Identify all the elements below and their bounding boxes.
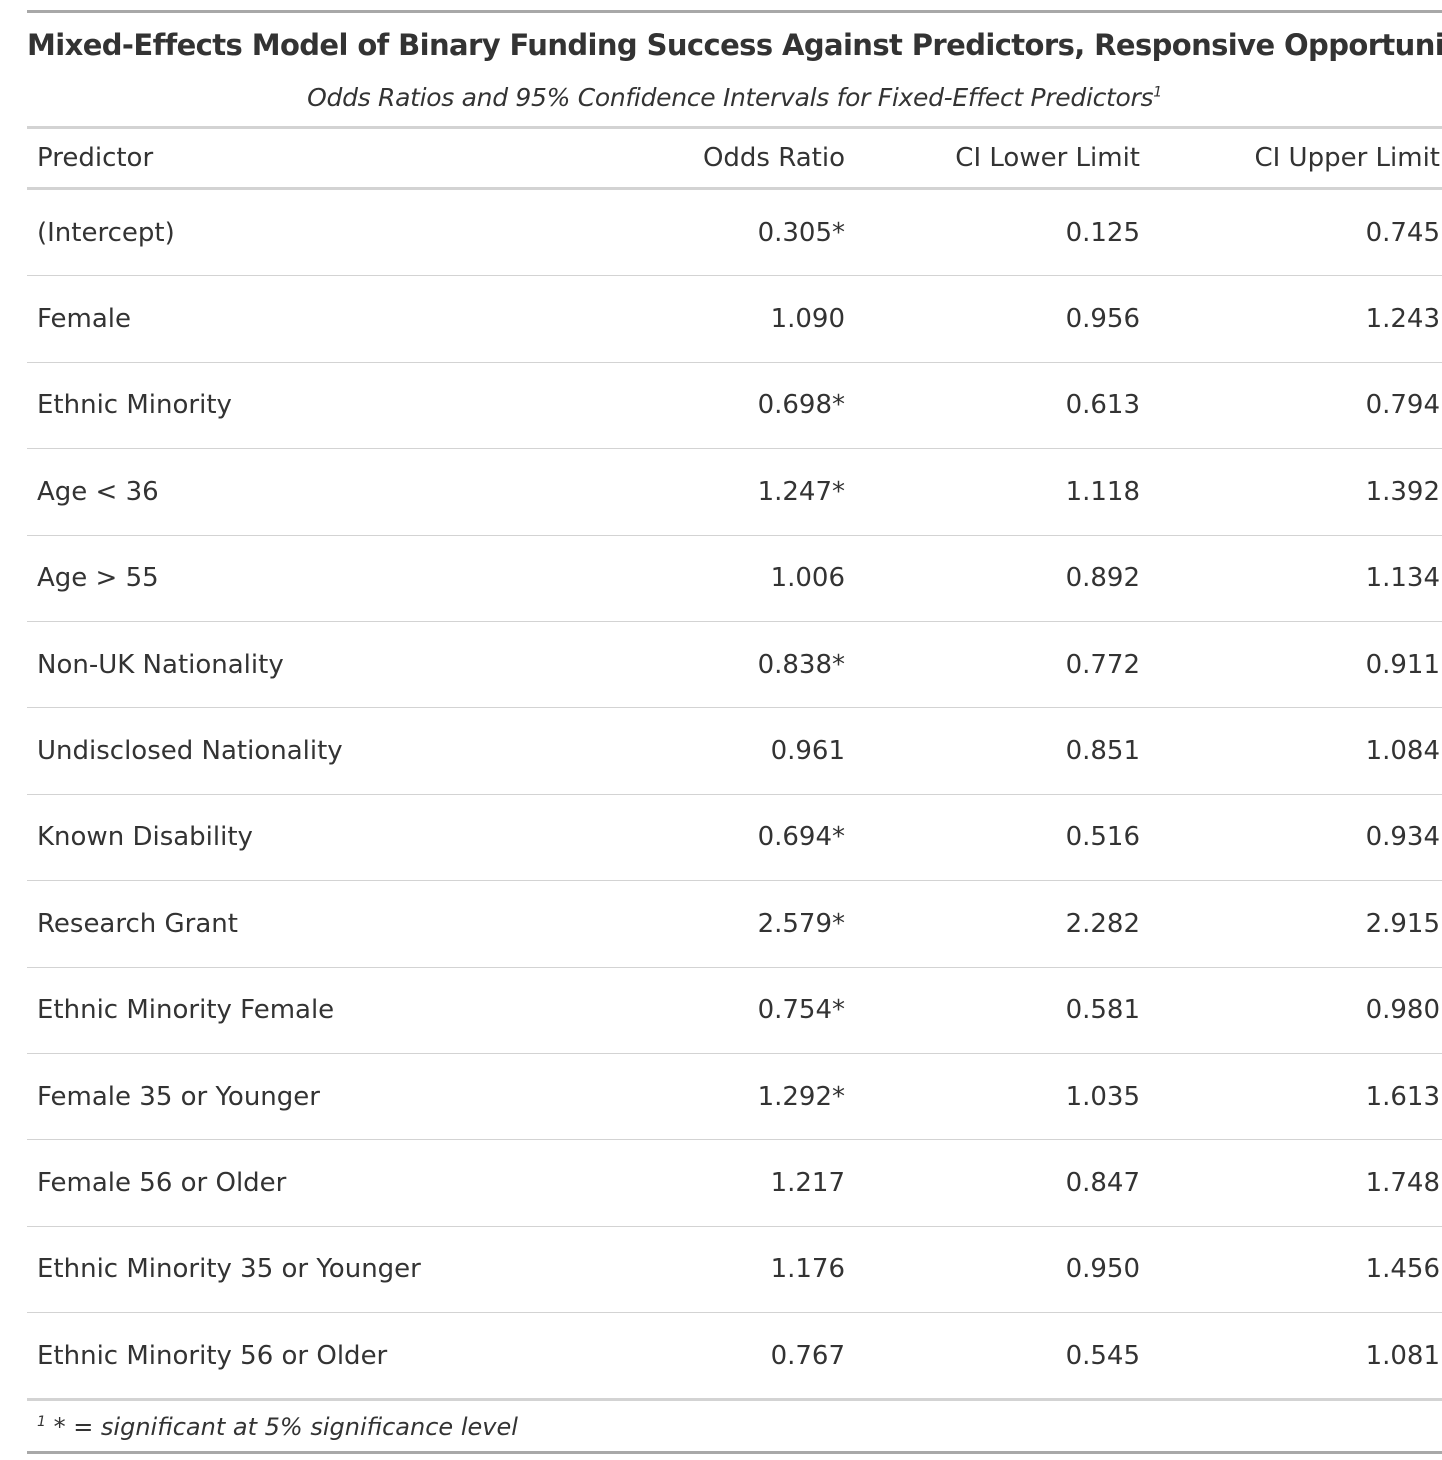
- ci-lower-cell: 0.581: [1065, 995, 1140, 1026]
- odds-ratio-cell: 0.961: [770, 736, 845, 767]
- ci-upper-cell: 1.456: [1365, 1254, 1440, 1285]
- table-row: Female 56 or Older 1.217 0.847 1.748: [27, 1140, 1442, 1227]
- ci-upper-cell: 2.915: [1365, 908, 1440, 939]
- odds-ratio-cell: 0.698*: [757, 390, 845, 421]
- results-table: Mixed-Effects Model of Binary Funding Su…: [27, 10, 1442, 1455]
- table-row: Ethnic Minority 35 or Younger 1.176 0.950 1…: [27, 1227, 1442, 1314]
- table-row: Female 1.090 0.956 1.243: [27, 276, 1442, 363]
- table-row: Non-UK Nationality 0.838* 0.772 0.911: [27, 622, 1442, 709]
- predictor-cell: Ethnic Minority 35 or Younger: [37, 1254, 421, 1285]
- subtitle-footnote-marker: 1: [1153, 84, 1162, 101]
- predictor-cell: Research Grant: [37, 908, 238, 939]
- ci-lower-cell: 0.892: [1065, 563, 1140, 594]
- predictor-cell: Female 35 or Younger: [37, 1081, 320, 1112]
- table-row: Ethnic Minority 56 or Older 0.767 0.545 1.0…: [27, 1313, 1442, 1402]
- ci-lower-cell: 0.545: [1065, 1340, 1140, 1371]
- footnote-text: * = significant at 5% significance level: [53, 1413, 518, 1442]
- odds-ratio-cell: 1.006: [770, 563, 845, 594]
- ci-lower-cell: 0.516: [1065, 822, 1140, 853]
- ci-lower-cell: 1.035: [1065, 1081, 1140, 1112]
- table-body: (Intercept) 0.305* 0.125 0.745 Female 1.090 0.…: [27, 190, 1442, 1402]
- predictor-cell: Age > 55: [37, 563, 159, 594]
- footnote-marker: 1: [37, 1414, 46, 1431]
- ci-upper-cell: 1.392: [1365, 476, 1440, 507]
- table-row: Research Grant 2.579* 2.282 2.915: [27, 881, 1442, 968]
- ci-lower-cell: 0.956: [1065, 304, 1140, 335]
- odds-ratio-cell: 0.838*: [757, 649, 845, 680]
- table-row: Age < 36 1.247* 1.118 1.392: [27, 449, 1442, 536]
- table-row: Age > 55 1.006 0.892 1.134: [27, 536, 1442, 622]
- ci-upper-cell: 1.613: [1365, 1081, 1440, 1112]
- predictor-cell: Female 56 or Older: [37, 1167, 287, 1198]
- ci-lower-cell: 0.125: [1065, 217, 1140, 248]
- predictor-cell: Female: [37, 304, 132, 335]
- column-header-row: Predictor Odds Ratio CI Lower Limit CI U…: [27, 129, 1442, 190]
- ci-lower-cell: 0.950: [1065, 1254, 1140, 1285]
- table-row: (Intercept) 0.305* 0.125 0.745: [27, 190, 1442, 277]
- predictor-cell: Known Disability: [37, 822, 253, 853]
- table-row: Ethnic Minority 0.698* 0.613 0.794: [27, 363, 1442, 450]
- ci-upper-cell: 0.794: [1365, 390, 1440, 421]
- table-title: Mixed-Effects Model of Binary Funding Su…: [27, 28, 1442, 62]
- odds-ratio-cell: 1.292*: [757, 1081, 845, 1112]
- ci-upper-cell: 1.243: [1365, 304, 1440, 335]
- table-row: Ethnic Minority Female 0.754* 0.581 0.980: [27, 968, 1442, 1054]
- ci-upper-cell: 1.081: [1365, 1340, 1440, 1371]
- ci-upper-cell: 1.748: [1365, 1167, 1440, 1198]
- table-row: Known Disability 0.694* 0.516 0.934: [27, 795, 1442, 882]
- predictor-cell: Ethnic Minority Female: [37, 995, 335, 1026]
- odds-ratio-cell: 1.217: [770, 1167, 845, 1198]
- table-subtitle: Odds Ratios and 95% Confidence Intervals…: [27, 83, 1442, 112]
- ci-upper-cell: 0.980: [1365, 995, 1440, 1026]
- column-header-odds-ratio: Odds Ratio: [702, 143, 845, 173]
- predictor-cell: Ethnic Minority 56 or Older: [37, 1340, 388, 1371]
- odds-ratio-cell: 0.305*: [757, 217, 845, 248]
- ci-lower-cell: 2.282: [1065, 908, 1140, 939]
- odds-ratio-cell: 2.579*: [757, 908, 845, 939]
- odds-ratio-cell: 1.247*: [757, 476, 845, 507]
- subtitle-text: Odds Ratios and 95% Confidence Intervals…: [307, 83, 1154, 112]
- odds-ratio-cell: 0.767: [770, 1340, 845, 1371]
- predictor-cell: Ethnic Minority: [37, 390, 232, 421]
- ci-lower-cell: 0.851: [1065, 736, 1140, 767]
- column-header-ci-lower: CI Lower Limit: [955, 143, 1140, 173]
- table-row: Undisclosed Nationality 0.961 0.851 1.084: [27, 708, 1442, 795]
- odds-ratio-cell: 0.694*: [757, 822, 845, 853]
- odds-ratio-cell: 1.176: [770, 1254, 845, 1285]
- table-row: Female 35 or Younger 1.292* 1.035 1.613: [27, 1054, 1442, 1141]
- ci-lower-cell: 0.772: [1065, 649, 1140, 680]
- predictor-cell: Undisclosed Nationality: [37, 736, 343, 767]
- ci-upper-cell: 0.745: [1365, 217, 1440, 248]
- column-header-ci-upper: CI Upper Limit: [1254, 143, 1440, 173]
- predictor-cell: Non-UK Nationality: [37, 649, 284, 680]
- ci-upper-cell: 0.934: [1365, 822, 1440, 853]
- ci-upper-cell: 1.134: [1365, 563, 1440, 594]
- table-heading: Mixed-Effects Model of Binary Funding Su…: [27, 13, 1442, 129]
- odds-ratio-cell: 0.754*: [757, 995, 845, 1026]
- predictor-cell: Age < 36: [37, 476, 159, 507]
- column-header-predictor: Predictor: [37, 143, 154, 173]
- table-footnote: 1 * = significant at 5% significance lev…: [27, 1401, 1442, 1455]
- ci-lower-cell: 0.847: [1065, 1167, 1140, 1198]
- odds-ratio-cell: 1.090: [770, 304, 845, 335]
- ci-upper-cell: 0.911: [1365, 649, 1440, 680]
- ci-lower-cell: 1.118: [1065, 476, 1140, 507]
- ci-upper-cell: 1.084: [1365, 736, 1440, 767]
- predictor-cell: (Intercept): [37, 217, 175, 248]
- ci-lower-cell: 0.613: [1065, 390, 1140, 421]
